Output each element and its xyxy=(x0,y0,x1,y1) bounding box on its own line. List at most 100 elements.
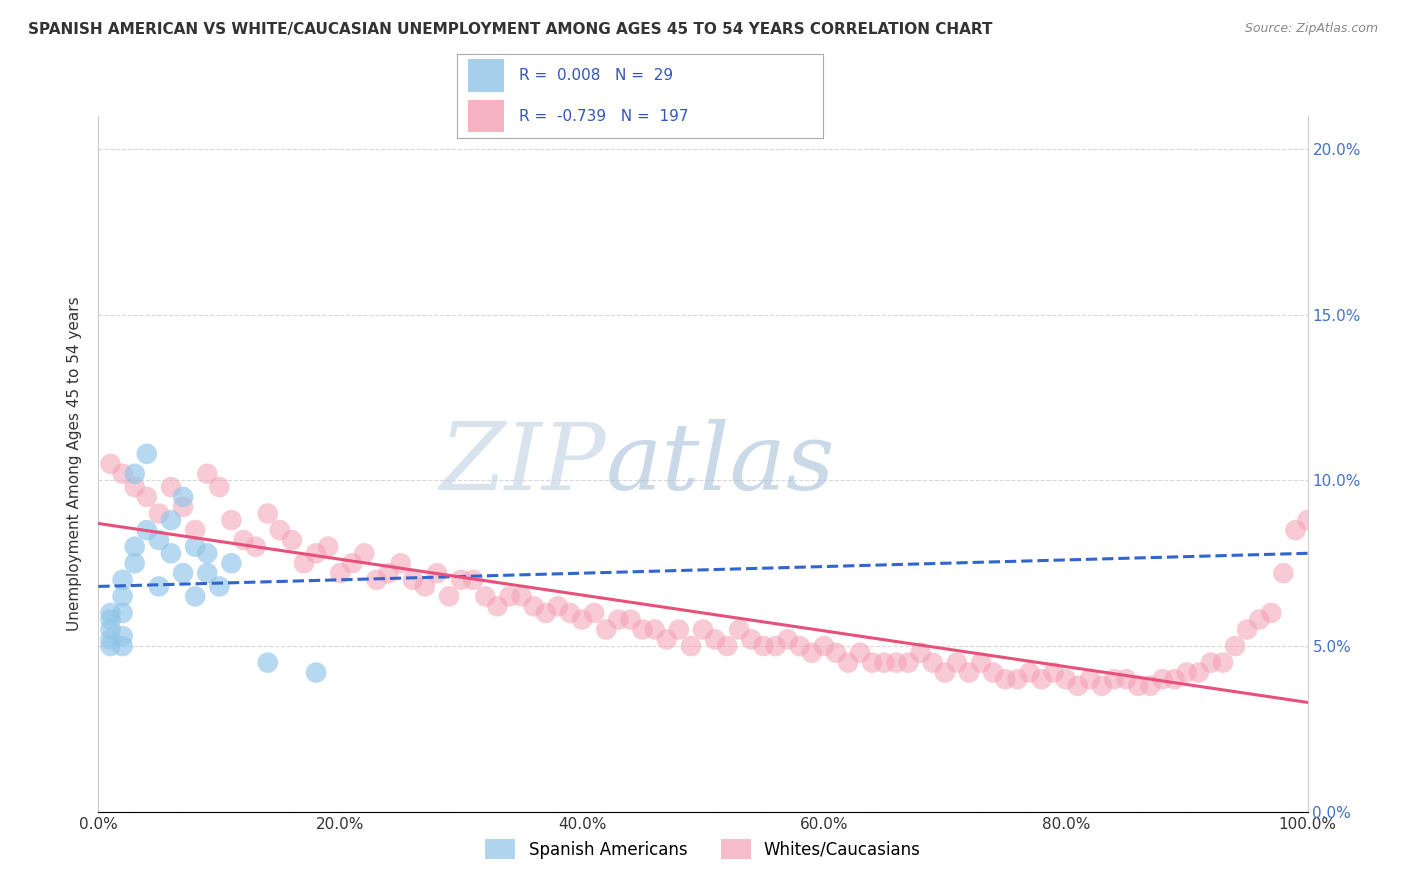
Point xyxy=(728,623,751,637)
Point xyxy=(1139,679,1161,693)
Point xyxy=(498,590,520,604)
Point xyxy=(1199,656,1222,670)
Point xyxy=(886,656,908,670)
Point xyxy=(100,613,122,627)
Point xyxy=(389,556,412,570)
Point xyxy=(1272,566,1295,581)
Point xyxy=(329,566,352,581)
Point xyxy=(124,540,146,554)
Point xyxy=(256,507,278,521)
Bar xyxy=(468,100,505,132)
Point xyxy=(631,623,654,637)
Point xyxy=(450,573,472,587)
Point xyxy=(571,613,593,627)
Point xyxy=(135,447,157,461)
Point xyxy=(595,623,617,637)
Point xyxy=(837,656,859,670)
Point xyxy=(160,513,183,527)
Point xyxy=(1260,606,1282,620)
Point xyxy=(946,656,969,670)
Point xyxy=(1128,679,1150,693)
Point xyxy=(800,646,823,660)
Point xyxy=(172,500,194,514)
Point xyxy=(353,546,375,560)
Point xyxy=(873,656,896,670)
Point xyxy=(1188,665,1211,680)
Text: ZIP: ZIP xyxy=(440,419,606,508)
Point xyxy=(111,629,134,643)
Point xyxy=(100,632,122,647)
Point xyxy=(825,646,848,660)
Point xyxy=(269,523,291,537)
Point xyxy=(124,556,146,570)
Point xyxy=(534,606,557,620)
Point xyxy=(752,639,775,653)
Point xyxy=(860,656,883,670)
Point xyxy=(245,540,267,554)
Text: R =  -0.739   N =  197: R = -0.739 N = 197 xyxy=(519,109,689,124)
Point xyxy=(402,573,425,587)
Point xyxy=(148,533,170,547)
Point xyxy=(195,467,218,481)
Point xyxy=(100,606,122,620)
Point xyxy=(1296,513,1319,527)
Point xyxy=(124,480,146,494)
Point xyxy=(100,623,122,637)
Text: R =  0.008   N =  29: R = 0.008 N = 29 xyxy=(519,68,673,83)
Point xyxy=(342,556,364,570)
Point xyxy=(655,632,678,647)
Point xyxy=(1018,665,1040,680)
Point xyxy=(366,573,388,587)
Point xyxy=(668,623,690,637)
Point xyxy=(897,656,920,670)
Point xyxy=(208,480,231,494)
Point xyxy=(716,639,738,653)
Point xyxy=(910,646,932,660)
Point xyxy=(256,656,278,670)
Point xyxy=(195,546,218,560)
Point xyxy=(957,665,980,680)
Point xyxy=(184,540,207,554)
Point xyxy=(583,606,606,620)
Point xyxy=(148,507,170,521)
Point xyxy=(111,639,134,653)
Point xyxy=(221,556,243,570)
Point xyxy=(1115,672,1137,686)
Point xyxy=(1212,656,1234,670)
Point xyxy=(1163,672,1185,686)
Point xyxy=(160,546,183,560)
Point xyxy=(172,566,194,581)
Point xyxy=(704,632,727,647)
Point xyxy=(292,556,315,570)
Point xyxy=(970,656,993,670)
Point xyxy=(305,665,328,680)
Text: Source: ZipAtlas.com: Source: ZipAtlas.com xyxy=(1244,22,1378,36)
Point xyxy=(679,639,702,653)
Point xyxy=(776,632,799,647)
Point xyxy=(232,533,254,547)
Point xyxy=(135,523,157,537)
Point xyxy=(1042,665,1064,680)
Point xyxy=(111,590,134,604)
Point xyxy=(463,573,485,587)
Point xyxy=(547,599,569,614)
Point xyxy=(172,490,194,504)
Point xyxy=(426,566,449,581)
Point xyxy=(377,566,399,581)
Text: atlas: atlas xyxy=(606,419,835,508)
Point xyxy=(305,546,328,560)
Point xyxy=(1091,679,1114,693)
Point xyxy=(1175,665,1198,680)
Point xyxy=(619,613,641,627)
Point xyxy=(437,590,460,604)
Point xyxy=(510,590,533,604)
Point xyxy=(1284,523,1306,537)
Point xyxy=(523,599,546,614)
Point xyxy=(765,639,787,653)
Point xyxy=(474,590,496,604)
Point xyxy=(413,579,436,593)
Bar xyxy=(468,60,505,92)
Point xyxy=(135,490,157,504)
Point xyxy=(1007,672,1029,686)
Point xyxy=(184,523,207,537)
